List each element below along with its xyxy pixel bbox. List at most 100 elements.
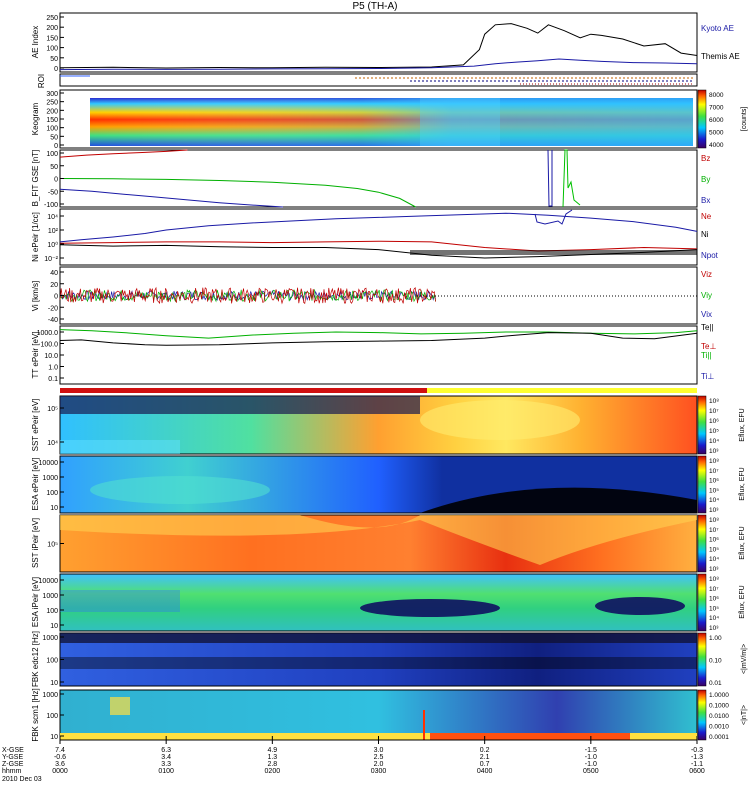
bfit-spike-by: [562, 149, 581, 208]
legend-viz: Viz: [701, 270, 712, 279]
keogram-cbtick-label: 7000: [709, 105, 724, 112]
legend-viy: Viy: [701, 291, 712, 300]
panel-esa-bottom: ESA iPeir [eV] 10000 1000 100 10 10⁸ 10⁷ 10⁶ 1…: [31, 573, 746, 632]
tt-ytick-label: 100.0: [40, 342, 58, 349]
fbk-e-ytick-label: 1000: [42, 635, 58, 642]
keogram-ytick-label: 50: [50, 134, 58, 141]
bfit-ytick-label: -100: [44, 202, 58, 209]
time-tick-y-gse: 2.5: [374, 754, 384, 761]
series-bz: [59, 149, 188, 158]
legend-npot: Npot: [701, 251, 719, 260]
sst-top-colorbar: [697, 395, 707, 455]
sst-top-cbtick-label: 10⁵: [709, 428, 719, 435]
series-npot: [59, 212, 698, 243]
status-strip: [60, 388, 697, 393]
fbk-b-ytick-label: 10: [50, 734, 58, 741]
legend-themis-ae: Themis AE: [701, 52, 740, 61]
legend-ti-perp: Ti⊥: [701, 372, 714, 381]
esa-top-ytick-label: 10: [50, 505, 58, 512]
time-tick-x-gse: -0.3: [691, 747, 703, 754]
fbk-b-cbtick-label: 1.0000: [709, 692, 729, 699]
esa-top-ytick-label: 100: [46, 490, 58, 497]
esa-bottom-ytick-label: 1000: [42, 593, 58, 600]
ni-ytick-label: 10²: [48, 228, 59, 235]
series-viz: [59, 286, 436, 305]
panel-fbk-b-frame: [59, 689, 698, 741]
ni-spike: [534, 209, 573, 225]
sst-bottom-cbtick-label: 10⁷: [709, 527, 719, 534]
tt-ytick-label: 1.0: [48, 365, 58, 372]
ae-ytick-label: 100: [46, 46, 58, 53]
esa-bottom-colorbar-label: Eflux, EFU: [739, 585, 746, 618]
time-tick-hhmm: 0600: [689, 768, 705, 775]
panel-bfit-frame: [59, 149, 698, 208]
time-tick-z-gse: -1.1: [691, 761, 703, 768]
sst-top-ytick-label: 10⁴: [47, 440, 58, 447]
series-bx: [59, 188, 284, 208]
time-axis-row-label: hhmm: [2, 768, 22, 775]
esa-top-ytick-label: 10000: [39, 460, 59, 467]
time-tick-hhmm: 0500: [583, 768, 599, 775]
fbk-b-colorbar-label: <|nT|>: [741, 705, 748, 725]
vi-ytick-label: 40: [50, 270, 58, 277]
keogram-ytick-label: 200: [46, 108, 58, 115]
sst-bottom-cbtick-label: 10³: [709, 566, 719, 573]
status-strip-yellow: [427, 388, 697, 393]
time-tick-x-gse: 6.3: [161, 747, 171, 754]
panel-ae-frame: [59, 12, 698, 73]
panel-vi: Vi [km/s] 40 20 0 -20 -40 Viz Viy Vix: [31, 266, 712, 325]
panel-sst-bottom-ylabel: SST iPeir [eV]: [31, 518, 40, 568]
ni-ytick-label: 10⁴: [47, 214, 58, 221]
panel-bfit-ylabel: B_FIT GSE [nT]: [31, 150, 40, 207]
keogram-colorbar: [697, 89, 707, 149]
fbk-b-colorbar: [697, 689, 707, 741]
keogram-ytick-label: 0: [54, 143, 58, 150]
ae-ytick-label: 200: [46, 25, 58, 32]
sst-top-cbtick-label: 10⁷: [709, 408, 719, 415]
fbk-b-ytick-label: 100: [46, 713, 58, 720]
ae-ytick-label: 50: [50, 56, 58, 63]
panel-sst-top: SST ePeir [eV] 10⁵ 10⁴ 10⁸ 10⁷ 10⁶ 10⁵ 10⁴ 10³…: [31, 395, 746, 455]
panel-fbk-b: FBK scm1 [Hz] 1000 100 10 1.0000 0.1000 0.01…: [31, 688, 748, 741]
sst-top-colorbar-label: Eflux, EFU: [739, 408, 746, 441]
status-strip-red: [60, 388, 427, 393]
panel-roi-ylabel: ROI: [37, 74, 46, 88]
time-tick-z-gse: 3.6: [55, 761, 65, 768]
esa-bottom-cbtick-label: 10⁵: [709, 605, 719, 612]
time-tick-hhmm: 0400: [477, 768, 493, 775]
esa-bottom-cbtick-label: 10⁷: [709, 586, 719, 593]
panel-esa-bottom-ylabel: ESA iPeir [eV]: [31, 577, 40, 627]
series-ne: [59, 240, 698, 252]
panel-sst-bottom: SST iPeir [eV] 10⁵ 10⁸ 10⁷ 10⁶ 10⁵ 10⁴ 10³ Ef…: [31, 514, 746, 573]
time-axis-row-label: X-GSE: [2, 747, 24, 754]
legend-ti-par: Ti||: [701, 351, 712, 360]
tt-ytick-label: 0.1: [48, 376, 58, 383]
panel-esa-top: ESA ePeir [eV] 10000 1000 100 10 10⁸ 10⁷ 10⁶ 1…: [31, 455, 746, 514]
legend-bz: Bz: [701, 154, 710, 163]
esa-bottom-cbtick-label: 10⁴: [709, 615, 719, 622]
panel-fbk-b-ylabel: FBK scm1 [Hz]: [31, 688, 40, 741]
legend-te-par: Te||: [701, 323, 714, 332]
esa-bottom-ytick-label: 10000: [39, 578, 59, 585]
time-tick-y-gse: 3.4: [161, 754, 171, 761]
fbk-e-cbtick-label: 0.01: [709, 680, 722, 687]
panel-vi-ylabel: Vi [km/s]: [31, 281, 40, 312]
vi-ytick-label: 20: [50, 282, 58, 289]
sst-top-ytick-label: 10⁵: [47, 406, 58, 413]
ae-ytick-label: 150: [46, 35, 58, 42]
fbk-b-cbtick-label: 0.0010: [709, 724, 729, 731]
sst-top-cbtick-label: 10³: [709, 448, 719, 455]
esa-bottom-cbtick-label: 10⁶: [709, 596, 719, 603]
sst-bottom-ytick-label: 10⁵: [47, 542, 58, 549]
bfit-ytick-label: 100: [46, 151, 58, 158]
time-tick-x-gse: 4.9: [267, 747, 277, 754]
esa-top-colorbar: [697, 455, 707, 514]
sst-bottom-cbtick-label: 10⁵: [709, 546, 719, 553]
vi-ytick-label: 0: [54, 294, 58, 301]
panel-sst-top-ylabel: SST ePeir [eV]: [31, 399, 40, 452]
legend-ni: Ni: [701, 230, 709, 239]
esa-top-cbtick-label: 10⁸: [709, 458, 719, 465]
ae-ytick-label: 0: [54, 66, 58, 73]
